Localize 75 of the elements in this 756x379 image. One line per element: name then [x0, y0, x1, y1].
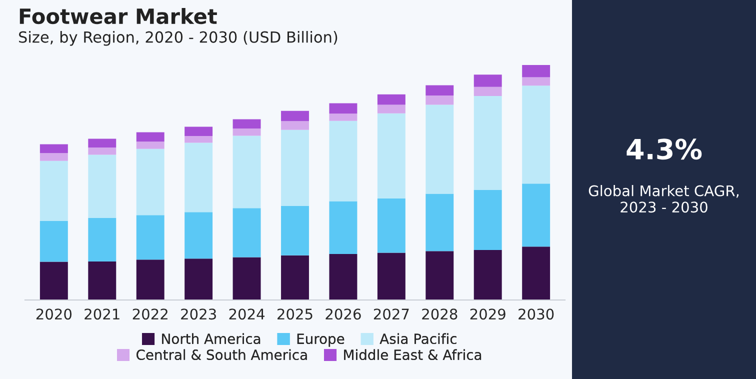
bar — [232, 128, 261, 136]
bar — [88, 154, 116, 218]
bar — [426, 194, 454, 252]
bar — [281, 206, 309, 256]
x-tick-label: 2030 — [518, 308, 554, 320]
x-tick-label: 2020 — [36, 308, 72, 320]
bar — [522, 184, 550, 247]
legend-label: North America — [162, 333, 260, 344]
bar — [377, 94, 406, 105]
bar — [377, 104, 406, 114]
bar — [88, 147, 116, 155]
bar — [232, 119, 261, 128]
bar — [88, 261, 116, 300]
legend-label: Middle East & Africa — [344, 349, 482, 360]
bar — [281, 110, 309, 122]
bar — [136, 215, 164, 260]
bar — [136, 148, 164, 216]
bar — [40, 144, 68, 154]
legend-label: Asia Pacific — [380, 333, 456, 344]
bar — [474, 250, 502, 300]
bar — [136, 142, 164, 149]
bar — [281, 121, 309, 130]
bar — [88, 218, 116, 262]
bar — [426, 104, 454, 194]
bar — [522, 86, 550, 184]
legend-label: Europe — [297, 334, 344, 347]
bar — [522, 77, 550, 86]
bar — [377, 113, 406, 198]
bar — [232, 136, 261, 208]
text: 4.3% — [626, 138, 702, 160]
bar — [281, 130, 309, 206]
x-tick-label: 2026 — [326, 308, 361, 320]
bar — [40, 153, 68, 161]
bar — [329, 103, 358, 114]
x-tick-label: 2025 — [278, 308, 312, 320]
bar — [426, 96, 454, 105]
x-tick-label: 2027 — [374, 308, 409, 320]
x-tick-label: 2022 — [132, 308, 168, 320]
legend-label: Central & South America — [136, 349, 307, 360]
bar — [40, 160, 68, 222]
bar — [426, 251, 454, 300]
bar — [281, 255, 309, 300]
chart-subtitle: Size, by Region, 2020 - 2030 (USD Billion) — [19, 31, 338, 46]
bar — [377, 252, 406, 300]
x-tick-label: 2024 — [229, 308, 265, 320]
bar — [329, 120, 358, 202]
bar — [377, 198, 406, 253]
bar — [184, 136, 213, 143]
bar — [232, 257, 261, 300]
bar — [184, 126, 213, 136]
bar — [232, 208, 261, 258]
x-tick-label: 2023 — [181, 308, 216, 320]
text: Global Market CAGR, 2023 - 2030 — [588, 185, 739, 213]
x-tick-label: 2021 — [84, 308, 120, 320]
bar — [474, 74, 502, 87]
bar — [40, 262, 68, 300]
bar — [329, 114, 358, 121]
bar — [184, 212, 213, 259]
x-tick-label: 2029 — [470, 308, 506, 320]
bar — [329, 201, 358, 254]
bar — [474, 190, 502, 250]
bar — [474, 86, 502, 96]
bar — [522, 65, 550, 78]
bar — [474, 96, 502, 190]
bar — [136, 132, 164, 142]
bar — [88, 138, 116, 148]
bar — [136, 260, 164, 300]
bar — [522, 246, 550, 300]
bar — [184, 258, 213, 300]
chart-title: Footwear Market — [20, 8, 217, 24]
bar — [184, 142, 213, 212]
bar — [426, 85, 454, 96]
x-tick-label: 2028 — [422, 308, 458, 320]
bar — [329, 254, 358, 300]
bar — [40, 221, 68, 262]
